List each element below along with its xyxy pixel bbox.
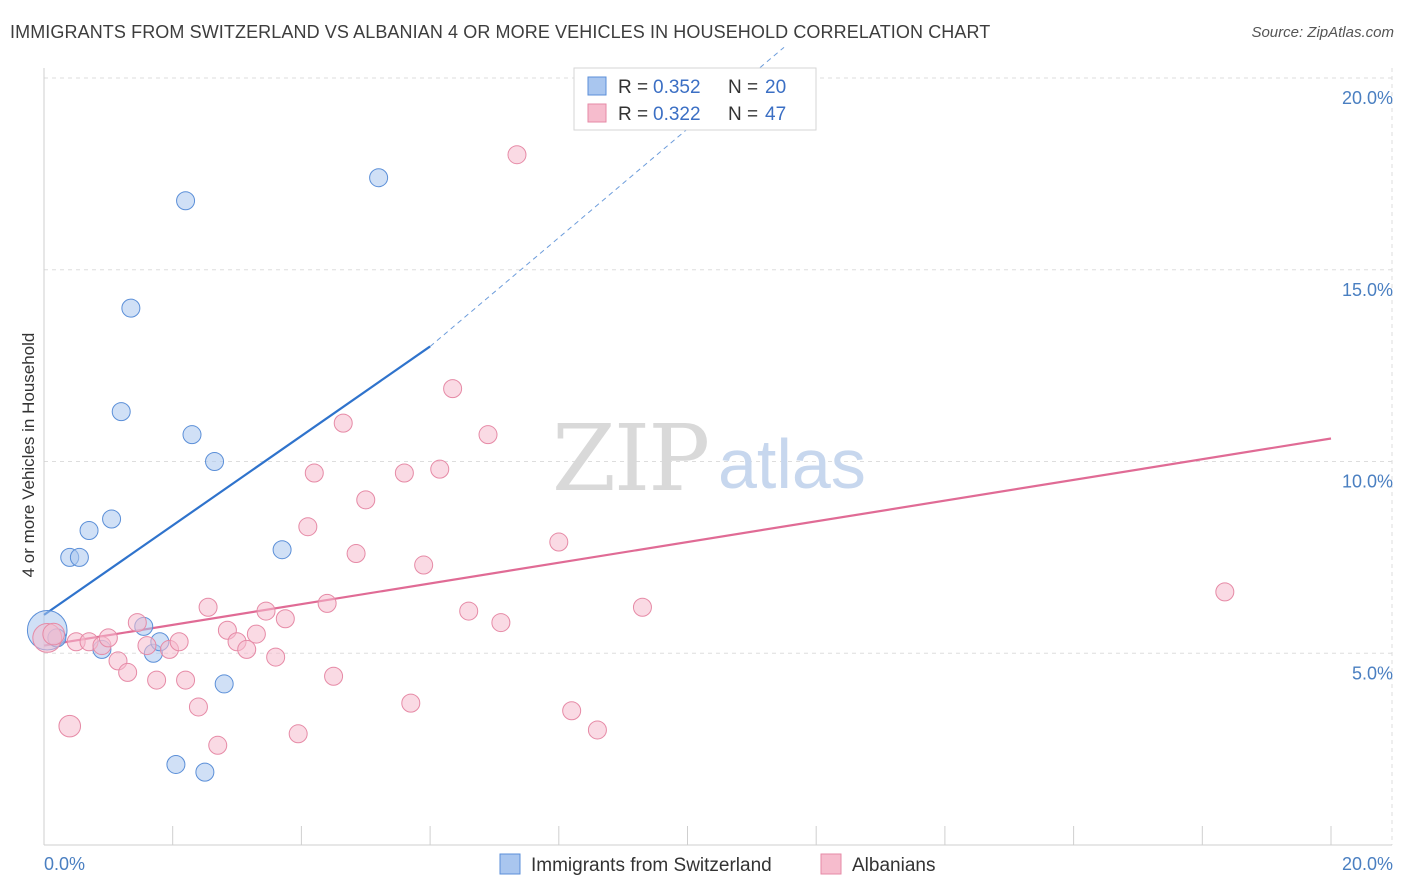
point-blue-15 [195, 762, 215, 782]
bottom-legend-label-1: Immigrants from Switzerland [531, 855, 772, 876]
data-points [26, 145, 1235, 782]
point-blue-7 [111, 402, 131, 422]
point-blue-14 [182, 425, 202, 445]
point-blue-13 [176, 191, 196, 211]
point-pink-31 [356, 490, 376, 510]
y-tick-label-1: 10.0% [1342, 472, 1393, 492]
point-pink-30 [346, 544, 366, 564]
legend-r-label-2: R = [618, 104, 648, 125]
point-pink-26 [304, 463, 324, 483]
point-pink-23 [275, 609, 295, 629]
point-blue-12 [166, 754, 186, 774]
y-tick-label-3: 20.0% [1342, 88, 1393, 108]
point-pink-36 [443, 379, 463, 399]
legend-n-value-1: 20 [765, 77, 786, 98]
y-tick-label-0: 5.0% [1352, 663, 1393, 683]
legend-n-value-2: 47 [765, 104, 786, 125]
legend-r-value-1: 0.352 [653, 77, 701, 98]
correlation-legend: R = 0.352 N = 20 R = 0.322 N = 47 [573, 67, 817, 131]
point-pink-16 [208, 735, 228, 755]
point-pink-24 [288, 724, 308, 744]
trend-line-blue [43, 345, 431, 616]
point-pink-10 [147, 670, 167, 690]
point-blue-3 [69, 547, 89, 567]
point-pink-43 [587, 720, 607, 740]
point-pink-44 [632, 597, 652, 617]
point-pink-35 [430, 459, 450, 479]
point-pink-46 [42, 622, 65, 646]
point-pink-25 [298, 517, 318, 537]
point-pink-28 [324, 666, 344, 686]
point-pink-41 [549, 532, 569, 552]
point-pink-15 [198, 597, 218, 617]
point-blue-8 [121, 298, 141, 318]
point-pink-33 [401, 693, 421, 713]
point-pink-9 [137, 636, 157, 656]
point-pink-45 [1215, 582, 1235, 602]
point-pink-12 [169, 632, 189, 652]
point-pink-13 [176, 670, 196, 690]
chart-title: IMMIGRANTS FROM SWITZERLAND VS ALBANIAN … [10, 22, 991, 42]
legend-n-label-1: N = [728, 77, 758, 98]
legend-r-value-2: 0.322 [653, 104, 701, 125]
legend-r-label-1: R = [618, 77, 648, 98]
y-axis-title: 4 or more Vehicles in Household [19, 333, 38, 578]
point-pink-19 [237, 639, 257, 659]
trend-lines [43, 46, 1332, 647]
x-tick-label-1: 20.0% [1342, 854, 1393, 874]
point-pink-22 [266, 647, 286, 667]
point-pink-37 [459, 601, 479, 621]
series-legend: Immigrants from Switzerland Albanians [499, 853, 935, 876]
x-tick-label-0: 0.0% [44, 854, 85, 874]
point-pink-42 [562, 701, 582, 721]
watermark-zip: ZIP [552, 405, 708, 512]
point-blue-4 [79, 521, 99, 541]
source-label: Source: ZipAtlas.com [1251, 24, 1394, 41]
point-pink-27 [317, 593, 337, 613]
point-blue-17 [214, 674, 234, 694]
point-pink-38 [478, 425, 498, 445]
legend-swatch-blue [587, 76, 607, 96]
legend-swatch-pink [587, 103, 607, 123]
bottom-legend-label-2: Albanians [852, 855, 935, 876]
point-blue-6 [102, 509, 122, 529]
point-pink-39 [491, 613, 511, 633]
bottom-legend-swatch-pink [820, 853, 842, 875]
point-pink-8 [127, 613, 147, 633]
point-blue-19 [369, 168, 389, 188]
point-pink-5 [98, 628, 118, 648]
legend-n-label-2: N = [728, 104, 758, 125]
point-pink-21 [256, 601, 276, 621]
point-pink-14 [188, 697, 208, 717]
y-tick-label-2: 15.0% [1342, 280, 1393, 300]
legend-box [573, 67, 817, 131]
point-blue-18 [272, 540, 292, 560]
watermark-atlas: atlas [718, 425, 866, 503]
point-pink-20 [246, 624, 266, 644]
point-pink-34 [414, 555, 434, 575]
y-tick-labels: 5.0% 10.0% 15.0% 20.0% [1342, 88, 1393, 683]
point-pink-1 [58, 714, 82, 738]
axes [43, 68, 1392, 846]
point-pink-29 [333, 413, 353, 433]
grid-lines [44, 68, 1393, 845]
point-pink-7 [118, 662, 138, 682]
point-pink-32 [394, 463, 414, 483]
x-tick-labels: 0.0% 20.0% [44, 854, 1393, 874]
bottom-legend-swatch-blue [499, 853, 521, 875]
point-blue-16 [205, 452, 225, 471]
point-pink-40 [507, 145, 527, 165]
